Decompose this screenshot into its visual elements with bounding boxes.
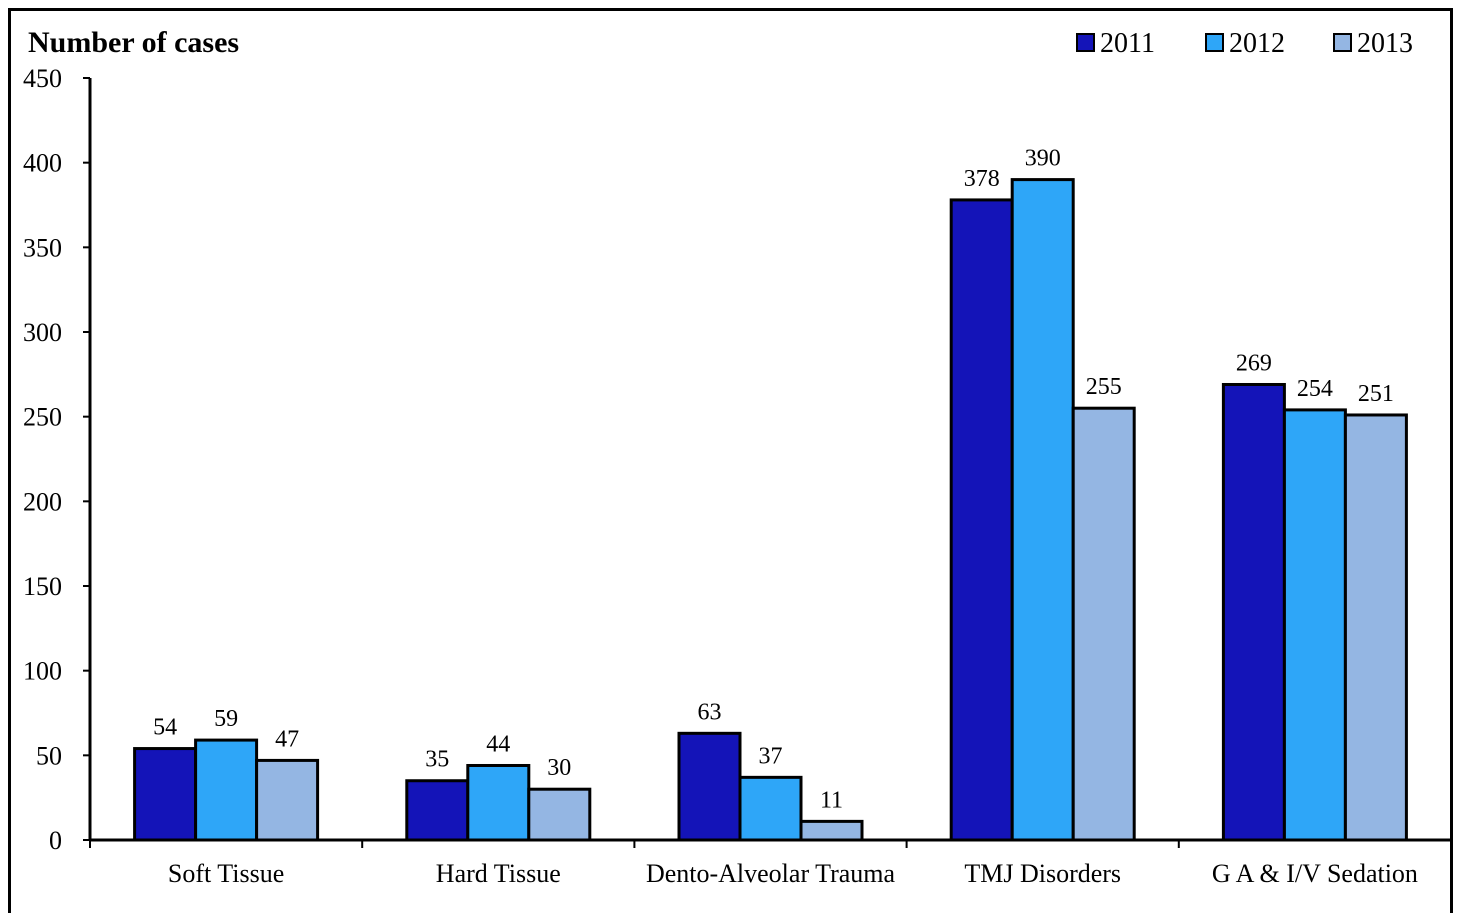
bar-2012 [194,738,259,842]
legend-swatch-2012 [1205,33,1224,52]
data-label: 54 [153,715,177,741]
y-tick-label: 350 [23,233,62,262]
x-tick-label: TMJ Disorders [964,859,1121,888]
legend: 2011 2012 2013 [1076,28,1413,59]
y-tick-label: 400 [23,149,62,178]
data-labels: 54 59 47 35 44 30 63 37 11 378 390 255 269 254 251 [153,146,1394,814]
bar-2011 [677,731,742,842]
data-label: 44 [486,731,510,757]
bar-2012 [1010,178,1075,842]
data-label: 251 [1358,381,1394,407]
bar-2013 [1343,413,1408,842]
legend-swatch-2013 [1333,33,1352,52]
data-label: 30 [547,755,571,781]
data-label: 378 [964,166,1000,192]
bar-2013 [1071,406,1136,842]
data-label: 59 [214,706,238,732]
data-label: 390 [1025,146,1061,172]
data-label: 47 [275,726,299,752]
bar-2011 [405,779,470,842]
bar-2013 [799,819,864,842]
data-label: 269 [1236,350,1272,376]
bar-2011 [133,747,198,842]
bar-2012 [1282,408,1347,842]
bar-2011 [1221,382,1286,842]
x-tick-label: Soft Tissue [168,859,284,888]
bar-2013 [527,787,592,842]
data-label: 35 [425,747,449,773]
x-tick-label: Dento-Alveolar Trauma [646,859,896,888]
bar-2012 [738,775,803,842]
data-label: 254 [1297,376,1333,402]
x-tick-label: Hard Tissue [436,859,561,888]
bar-2011 [949,198,1014,842]
y-tick-label: 0 [49,826,62,855]
y-tick-label: 200 [23,487,62,516]
y-tick-label: 150 [23,572,62,601]
data-label: 255 [1086,374,1122,400]
data-label: 63 [698,699,722,725]
y-tick-label: 450 [23,64,62,93]
legend-label-2011: 2011 [1100,28,1155,59]
data-label: 37 [759,743,783,769]
data-label: 11 [820,787,843,813]
y-tick-label: 100 [23,657,62,686]
x-tick-label: G A & I/V Sedation [1212,859,1418,888]
y-tick-label: 250 [23,403,62,432]
bar-2012 [466,763,531,842]
legend-swatch-2011 [1076,33,1095,52]
bars [133,178,1408,842]
y-axis-label: Number of cases [28,26,239,59]
y-tick-label: 50 [36,741,62,770]
legend-label-2013: 2013 [1357,28,1413,59]
bar-2013 [255,758,320,842]
legend-label-2012: 2012 [1229,28,1285,59]
y-tick-label: 300 [23,318,62,347]
